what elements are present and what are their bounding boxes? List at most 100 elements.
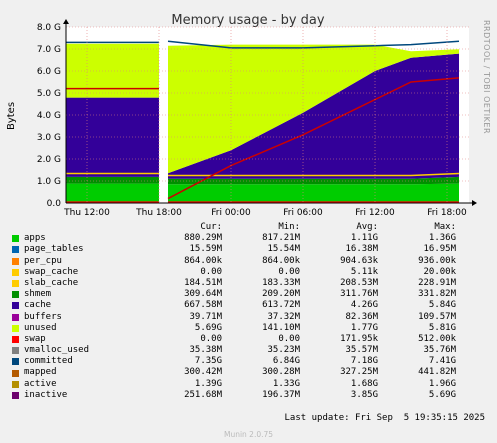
legend-swatch (12, 380, 19, 388)
x-tick-label: Thu 18:00 (135, 208, 182, 218)
y-tick-label: 7.0 G (37, 45, 61, 55)
legend-avg: 1.77G (350, 322, 378, 333)
chart-title: Memory usage - by day (171, 13, 324, 28)
legend-name: inactive (24, 389, 68, 400)
legend-swatch (12, 313, 19, 321)
legend-swatch (12, 369, 19, 377)
legend-header-cur: Cur: (200, 222, 222, 232)
area-apps-a (66, 183, 159, 203)
legend-cur: 300.42M (184, 367, 222, 378)
area-shmem-a (66, 176, 159, 184)
legend-swatch (12, 280, 19, 288)
legend-min: 613.72M (262, 300, 300, 311)
legend-swatch (12, 335, 19, 343)
area-unused-b (168, 44, 459, 174)
y-axis-label: Bytes (6, 102, 17, 130)
legend-avg: 35.57M (345, 345, 378, 356)
legend-swatch (12, 358, 19, 366)
legend-cur: 184.51M (184, 277, 222, 288)
legend-row-mapped: mapped 300.42M 300.28M 327.25M 441.82M (12, 367, 487, 378)
area-apps-b (168, 183, 459, 203)
legend-row-page-tables: page_tables 15.59M 15.54M 16.38M 16.95M (12, 244, 487, 255)
legend-avg: 208.53M (340, 277, 378, 288)
x-tick-label: Fri 06:00 (283, 208, 323, 218)
legend-name: unused (24, 322, 57, 333)
legend-avg: 4.26G (350, 300, 378, 311)
legend-min: 141.10M (262, 322, 300, 333)
memory-chart: Memory usage - by day Bytes RRDTOOL / TO… (6, 13, 491, 218)
legend-avg: 327.25M (340, 367, 378, 378)
legend-max: 1.36G (428, 233, 456, 244)
legend-min: 35.23M (267, 345, 300, 356)
stacked-areas (66, 43, 459, 203)
legend-cur: 35.38M (189, 345, 222, 356)
legend-cur: 880.29M (184, 233, 222, 244)
legend-max: 5.84G (428, 300, 456, 311)
area-cache-b (168, 53, 459, 179)
x-tick-label: Fri 12:00 (355, 208, 395, 218)
legend-min: 0.00 (278, 333, 300, 344)
legend-swatch (12, 347, 19, 355)
legend-row-active: active 1.39G 1.33G 1.68G 1.96G (12, 379, 487, 390)
legend-swatch (12, 235, 19, 243)
legend-row-shmem: shmem 309.64M 209.20M 311.76M 331.82M (12, 289, 487, 300)
legend-row-unused: unused 5.69G 141.10M 1.77G 5.81G (12, 323, 487, 334)
legend-row-vmalloc-used: vmalloc_used 35.38M 35.23M 35.57M 35.76M (12, 345, 487, 356)
legend-row-swap-cache: swap_cache 0.00 0.00 5.11k 20.00k (12, 267, 487, 278)
legend-row-swap: swap 0.00 0.00 171.95k 512.00k (12, 334, 487, 345)
legend-max: 7.41G (428, 356, 456, 367)
legend-min: 0.00 (278, 266, 300, 277)
legend-name: swap (24, 333, 46, 344)
legend-max: 16.95M (423, 244, 456, 255)
rrdtool-credit: RRDTOOL / TOBI OETIKER (482, 20, 491, 134)
x-tick-label: Fri 00:00 (211, 208, 251, 218)
legend-swatch (12, 268, 19, 276)
area-shmem-b (168, 176, 459, 185)
legend-name: buffers (24, 311, 62, 322)
legend-max: 228.91M (418, 277, 456, 288)
legend-row-inactive: inactive 251.68M 196.37M 3.85G 5.69G (12, 390, 487, 401)
legend-row-apps: apps 880.29M 817.21M 1.11G 1.36G (12, 233, 487, 244)
legend-max: 5.69G (428, 389, 456, 400)
legend-name: active (24, 378, 57, 389)
legend-min: 183.33M (262, 277, 300, 288)
y-tick-label: 2.0 G (37, 155, 61, 165)
legend-cur: 39.71M (189, 311, 222, 322)
legend-name: per_cpu (24, 255, 62, 266)
legend-row-cache: cache 667.58M 613.72M 4.26G 5.84G (12, 300, 487, 311)
y-tick-label: 6.0 G (37, 67, 61, 77)
y-tick-label: 3.0 G (37, 133, 61, 143)
x-axis-ticks: Thu 12:00 Thu 18:00 Fri 00:00 Fri 06:00 Fri … (63, 208, 467, 218)
legend-avg: 3.85G (350, 389, 378, 400)
legend-swatch (12, 246, 19, 254)
y-tick-label: 5.0 G (37, 89, 61, 99)
legend-min: 209.20M (262, 289, 300, 300)
legend-avg: 311.76M (340, 289, 378, 300)
line-inactive-b (167, 77, 460, 200)
legend-cur: 0.00 (200, 333, 222, 344)
legend-name: cache (24, 300, 52, 311)
legend-cur: 864.00k (184, 255, 222, 266)
legend-cur: 309.64M (184, 289, 222, 300)
legend-name: page_tables (24, 244, 84, 255)
legend-avg: 16.38M (345, 244, 378, 255)
legend-max: 441.82M (418, 367, 456, 378)
legend-row-committed: committed 7.35G 6.84G 7.18G 7.41G (12, 356, 487, 367)
legend-min: 196.37M (262, 389, 300, 400)
legend-max: 1.96G (428, 378, 456, 389)
series-lines (66, 40, 460, 203)
legend-avg: 7.18G (350, 356, 378, 367)
legend-name: mapped (24, 367, 57, 378)
legend-swatch (12, 391, 19, 399)
legend-max: 5.81G (428, 322, 456, 333)
y-tick-label: 4.0 G (37, 111, 61, 121)
legend-min: 15.54M (267, 244, 300, 255)
legend-avg: 171.95k (340, 333, 378, 344)
legend-max: 35.76M (423, 345, 456, 356)
legend-header-max: Max: (434, 222, 456, 232)
legend-row-per-cpu: per_cpu 864.00k 864.00k 904.63k 936.00k (12, 256, 487, 267)
legend-swatch (12, 302, 19, 310)
legend-header-min: Min: (278, 222, 300, 232)
legend-min: 817.21M (262, 233, 300, 244)
area-unused-a (66, 43, 159, 98)
